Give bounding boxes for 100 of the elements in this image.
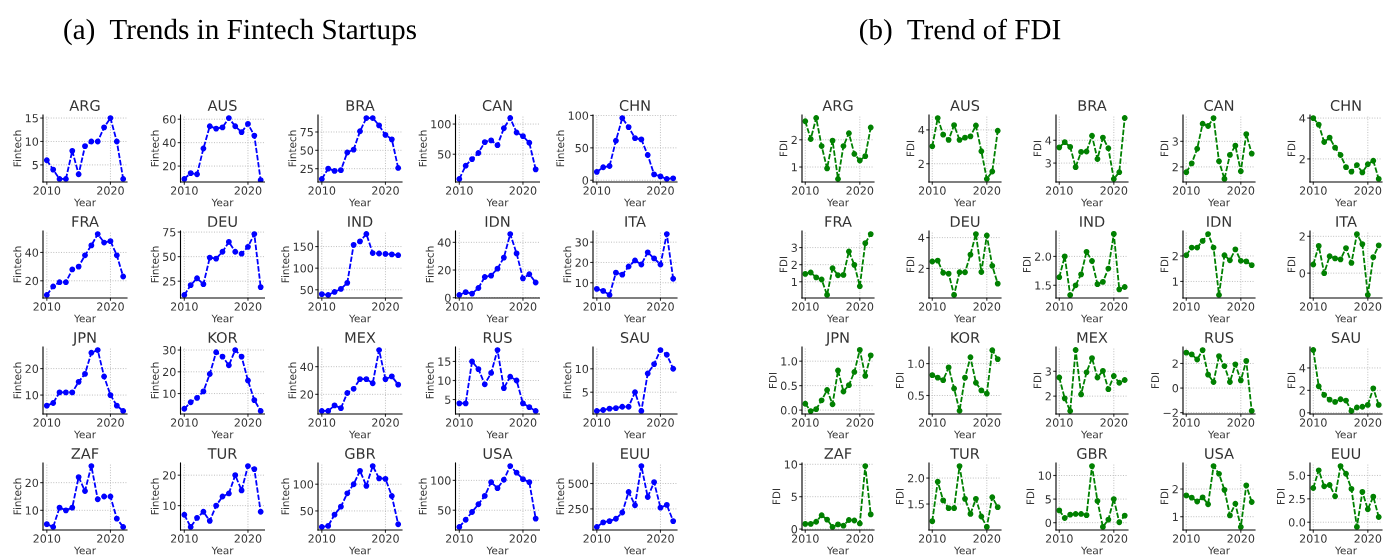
x-tick-label: 2020: [1354, 302, 1382, 311]
point: [1072, 347, 1079, 353]
point: [1067, 408, 1074, 414]
point: [1326, 482, 1333, 488]
point: [219, 124, 226, 131]
point: [1226, 512, 1233, 519]
y-tick-label: 1.5: [1035, 281, 1051, 290]
point: [851, 151, 858, 157]
x-tick-label: 2020: [372, 302, 399, 311]
y-tick-label: 15: [25, 114, 38, 123]
y-tick-label: 0: [1045, 518, 1052, 528]
y-axis-title: Fintech: [281, 478, 290, 515]
x-tick-label: 2010: [33, 302, 61, 311]
y-tick-label: 2: [918, 264, 924, 273]
point: [469, 509, 475, 515]
point: [1348, 408, 1355, 414]
point: [835, 272, 841, 279]
y-tick-label: 10: [163, 389, 176, 398]
point: [1221, 363, 1228, 369]
point: [856, 520, 863, 527]
x-tick-label: 2010: [791, 302, 819, 311]
point: [1364, 291, 1371, 298]
chart-title: ZAF: [71, 448, 99, 459]
point: [1315, 242, 1322, 249]
point: [520, 133, 526, 140]
point: [989, 262, 996, 269]
point: [344, 390, 351, 396]
point: [956, 136, 963, 143]
point: [337, 405, 344, 412]
point: [43, 157, 50, 164]
point: [1364, 161, 1371, 168]
y-tick-label: 0.5: [907, 391, 924, 400]
point: [456, 292, 463, 298]
y-tick-label: 50: [575, 143, 589, 153]
x-tick-label: 2020: [647, 186, 674, 195]
point: [494, 142, 501, 149]
point: [813, 115, 820, 121]
point: [325, 292, 332, 298]
point: [56, 176, 63, 182]
point: [1205, 123, 1212, 129]
point: [526, 404, 533, 411]
point: [962, 374, 968, 381]
x-tick-label: 2020: [97, 418, 124, 427]
x-tick-label: 2010: [1045, 186, 1073, 195]
point: [612, 515, 619, 522]
point: [813, 274, 820, 281]
point: [1359, 403, 1366, 410]
point: [101, 373, 108, 380]
point: [1375, 242, 1382, 249]
chart-title: RUS: [1205, 332, 1234, 344]
point: [978, 513, 985, 520]
point: [213, 255, 220, 262]
point: [802, 520, 809, 527]
point: [951, 292, 958, 298]
point: [994, 280, 1001, 287]
x-axis-title: Year: [486, 314, 509, 323]
x-tick-label: 2010: [1299, 186, 1327, 195]
point: [929, 143, 936, 150]
point: [818, 143, 825, 149]
point: [382, 376, 389, 383]
point: [488, 137, 495, 144]
y-axis-title: FDI: [769, 372, 777, 389]
point: [1343, 245, 1349, 252]
point: [829, 524, 836, 530]
point: [82, 143, 88, 150]
point: [856, 157, 863, 164]
point: [1216, 353, 1222, 360]
x-tick-label: 2020: [372, 418, 399, 427]
y-tick-label: 100: [293, 480, 314, 489]
x-tick-label: 2010: [445, 186, 473, 195]
x-tick-label: 2020: [1227, 534, 1255, 543]
point: [1078, 149, 1085, 155]
point: [829, 265, 836, 272]
point: [526, 139, 533, 146]
point: [369, 115, 376, 121]
x-tick-label: 2020: [234, 534, 262, 543]
x-axis-title: Year: [953, 546, 977, 555]
point: [395, 521, 402, 528]
point: [1061, 515, 1068, 521]
x-axis-title: Year: [73, 430, 97, 439]
x-tick-label: 2010: [33, 186, 61, 195]
point: [469, 290, 475, 297]
point: [120, 408, 127, 414]
point: [232, 123, 239, 130]
x-tick-label: 2010: [1172, 186, 1200, 195]
point: [232, 347, 239, 353]
point: [824, 292, 831, 298]
chart-title: MEX: [1077, 332, 1108, 343]
point: [1226, 379, 1233, 385]
point: [1089, 463, 1095, 469]
point: [382, 250, 389, 257]
point: [1310, 347, 1317, 353]
y-axis-title: FDI: [906, 256, 915, 273]
y-tick-label: 1: [791, 277, 797, 286]
point: [625, 489, 632, 495]
chart-title: CHN: [619, 100, 650, 112]
point: [75, 474, 82, 481]
point: [945, 136, 952, 143]
x-tick-label: 2010: [445, 534, 473, 543]
point: [357, 376, 363, 383]
